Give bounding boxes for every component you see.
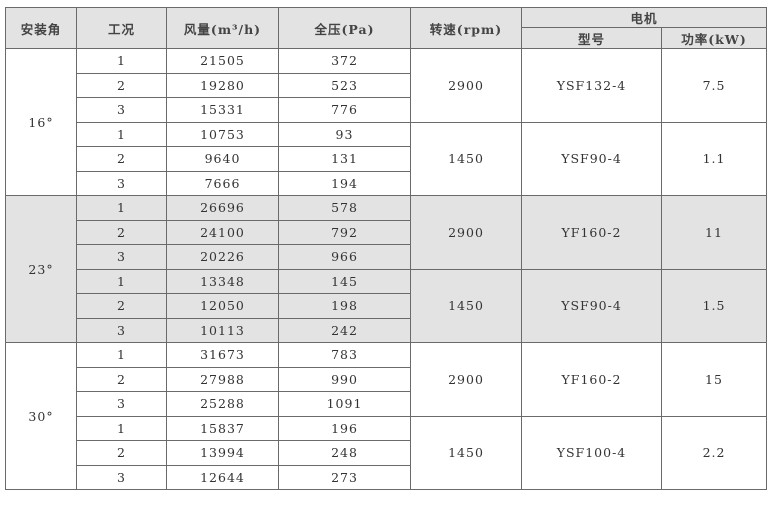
airflow-cell: 20226 xyxy=(166,244,279,270)
airflow-cell: 9640 xyxy=(166,146,279,172)
condition-cell: 3 xyxy=(76,391,167,417)
table-row: 3 12644 273 xyxy=(6,464,767,490)
condition-cell: 3 xyxy=(76,244,167,270)
airflow-cell: 27988 xyxy=(166,366,279,392)
airflow-cell: 10753 xyxy=(166,121,279,147)
pressure-cell: 196 xyxy=(278,415,411,441)
header-speed: 转速(rpm) xyxy=(410,7,522,49)
condition-cell: 2 xyxy=(76,440,167,466)
power-cell: 2.2 xyxy=(660,415,768,490)
pressure-cell: 776 xyxy=(278,97,411,123)
airflow-cell: 15837 xyxy=(166,415,279,441)
angle-cell: 16° xyxy=(5,48,77,196)
condition-cell: 1 xyxy=(76,415,167,441)
airflow-cell: 10113 xyxy=(166,317,279,343)
model-cell: YSF132-4 xyxy=(521,48,662,123)
table-row: 1 13348 145 1450 YSF90-4 1.5 xyxy=(6,268,768,343)
condition-cell: 2 xyxy=(76,146,167,172)
pressure-cell: 131 xyxy=(278,146,411,172)
condition-cell: 1 xyxy=(76,342,167,368)
condition-cell: 3 xyxy=(76,170,167,196)
airflow-cell: 12644 xyxy=(166,464,279,490)
power-cell: 1.1 xyxy=(660,121,768,196)
condition-cell: 1 xyxy=(76,195,167,221)
pressure-cell: 523 xyxy=(278,72,411,98)
pressure-cell: 93 xyxy=(278,121,411,147)
pressure-cell: 792 xyxy=(278,219,411,245)
power-cell: 15 xyxy=(660,342,768,417)
power-cell: 1.5 xyxy=(660,268,768,343)
table-row: 2 13994 248 xyxy=(6,440,767,466)
airflow-cell: 15331 xyxy=(166,97,279,123)
airflow-cell: 25288 xyxy=(166,391,279,417)
pressure-cell: 273 xyxy=(278,464,411,490)
table-row: 2 19280 523 xyxy=(6,72,767,98)
airflow-cell: 21505 xyxy=(166,48,279,74)
pressure-cell: 783 xyxy=(278,342,411,368)
table-row: 3 10113 242 xyxy=(6,317,767,343)
condition-cell: 3 xyxy=(76,97,167,123)
model-cell: YSF90-4 xyxy=(521,268,662,343)
pressure-cell: 242 xyxy=(278,317,411,343)
pressure-cell: 194 xyxy=(278,170,411,196)
angle-cell: 23° xyxy=(5,195,77,343)
header-angle: 安装角 xyxy=(5,7,77,49)
condition-cell: 2 xyxy=(76,72,167,98)
airflow-cell: 13348 xyxy=(166,268,279,294)
angle-cell: 30° xyxy=(5,342,77,490)
header-model: 型号 xyxy=(521,27,662,49)
pressure-cell: 990 xyxy=(278,366,411,392)
speed-cell: 1450 xyxy=(410,415,522,490)
condition-cell: 3 xyxy=(76,317,167,343)
airflow-cell: 26696 xyxy=(166,195,279,221)
pressure-cell: 372 xyxy=(278,48,411,74)
speed-cell: 1450 xyxy=(410,268,522,343)
header-airflow: 风量(m³/h) xyxy=(166,7,279,49)
header-pressure: 全压(Pa) xyxy=(278,7,411,49)
pressure-cell: 578 xyxy=(278,195,411,221)
model-cell: YSF100-4 xyxy=(521,415,662,490)
condition-cell: 3 xyxy=(76,464,167,490)
model-cell: YSF90-4 xyxy=(521,121,662,196)
airflow-cell: 31673 xyxy=(166,342,279,368)
table-row: 1 15837 196 1450 YSF100-4 2.2 xyxy=(6,415,768,490)
condition-cell: 1 xyxy=(76,48,167,74)
condition-cell: 1 xyxy=(76,121,167,147)
header-power: 功率(kW) xyxy=(660,27,768,49)
speed-cell: 2900 xyxy=(410,48,522,123)
pressure-cell: 966 xyxy=(278,244,411,270)
speed-cell: 2900 xyxy=(410,342,522,417)
model-cell: YF160-2 xyxy=(521,342,662,417)
pressure-cell: 1091 xyxy=(278,391,411,417)
pressure-cell: 248 xyxy=(278,440,411,466)
pressure-cell: 198 xyxy=(278,293,411,319)
header-motor: 电机 xyxy=(520,7,768,28)
table-row: 3 7666 194 xyxy=(6,170,767,196)
condition-cell: 2 xyxy=(76,219,167,245)
airflow-cell: 12050 xyxy=(166,293,279,319)
power-cell: 7.5 xyxy=(660,48,768,123)
table-row: 16° 1 21505 372 2900 YSF132-4 7.5 xyxy=(5,48,768,196)
table-row: 1 10753 93 1450 YSF90-4 1.1 xyxy=(6,121,768,196)
fan-performance-table: 安装角 工况 风量(m³/h) 全压(Pa) 转速(rpm) 电机 型号 功率(… xyxy=(5,7,768,490)
airflow-cell: 7666 xyxy=(166,170,279,196)
table-row: 2 27988 990 xyxy=(6,366,767,392)
condition-cell: 2 xyxy=(76,293,167,319)
speed-cell: 1450 xyxy=(410,121,522,196)
table-row: 3 15331 776 xyxy=(6,97,767,123)
pressure-cell: 145 xyxy=(278,268,411,294)
header-condition: 工况 xyxy=(76,7,167,49)
power-cell: 11 xyxy=(660,195,768,270)
condition-cell: 1 xyxy=(76,268,167,294)
model-cell: YF160-2 xyxy=(521,195,662,270)
condition-cell: 2 xyxy=(76,366,167,392)
table-row: 23° 1 26696 578 2900 YF160-2 11 xyxy=(5,195,768,343)
table-row: 3 20226 966 xyxy=(6,244,767,270)
airflow-cell: 19280 xyxy=(166,72,279,98)
table-row: 30° 1 31673 783 2900 YF160-2 15 xyxy=(5,342,768,490)
speed-cell: 2900 xyxy=(410,195,522,270)
table-row: 2 24100 792 xyxy=(6,219,767,245)
airflow-cell: 24100 xyxy=(166,219,279,245)
airflow-cell: 13994 xyxy=(166,440,279,466)
